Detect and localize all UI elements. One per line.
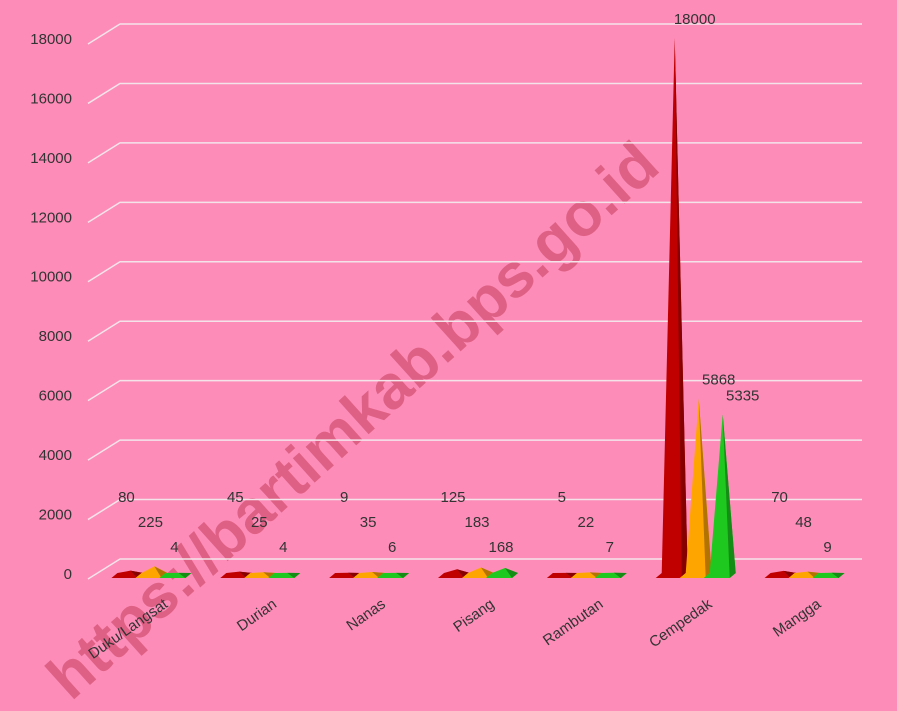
cone-face xyxy=(831,572,845,578)
data-label: 5335 xyxy=(726,387,759,404)
cone-face xyxy=(613,572,627,578)
grid-line xyxy=(87,23,862,45)
data-label: 125 xyxy=(440,489,465,506)
cone-face xyxy=(722,414,736,578)
y-tick-label: 4000 xyxy=(39,447,72,464)
data-label: 4 xyxy=(279,539,287,556)
cone xyxy=(679,398,712,578)
y-tick-label: 2000 xyxy=(39,507,72,524)
cone-face xyxy=(178,572,192,578)
data-label: 25 xyxy=(251,514,268,531)
cone xyxy=(703,414,736,578)
cone-face xyxy=(287,572,301,578)
cone-face xyxy=(807,571,821,578)
data-label: 9 xyxy=(823,539,831,556)
cone xyxy=(353,571,386,578)
y-tick-label: 14000 xyxy=(30,150,72,167)
data-label: 7 xyxy=(606,539,614,556)
data-label: 168 xyxy=(488,539,513,556)
data-label: 5 xyxy=(558,489,566,506)
cone-face xyxy=(396,572,410,578)
cone-face xyxy=(679,398,712,578)
cone-face xyxy=(589,572,603,578)
data-label: 225 xyxy=(138,514,163,531)
cone xyxy=(377,572,410,578)
grid-line xyxy=(87,320,862,342)
cone xyxy=(570,572,603,578)
y-tick-label: 18000 xyxy=(30,31,72,48)
cone-face xyxy=(703,414,736,578)
data-label: 4 xyxy=(170,539,178,556)
cone xyxy=(244,572,277,578)
cone-face xyxy=(783,570,797,578)
cone xyxy=(268,572,301,578)
y-tick-label: 8000 xyxy=(39,328,72,345)
cone xyxy=(159,572,192,578)
data-label: 183 xyxy=(464,514,489,531)
cone-face xyxy=(505,568,518,578)
cone xyxy=(220,571,253,578)
data-label: 80 xyxy=(118,489,135,506)
y-tick-label: 12000 xyxy=(30,209,72,226)
cone-face xyxy=(130,570,144,578)
cone-face xyxy=(655,38,688,578)
grid-line xyxy=(87,379,862,402)
cone xyxy=(438,569,470,578)
cone-face xyxy=(698,398,712,578)
cone-face xyxy=(674,38,688,578)
grid-line xyxy=(87,439,862,461)
cone xyxy=(655,38,688,578)
grid-line xyxy=(87,142,862,164)
data-label: 9 xyxy=(340,489,348,506)
cone xyxy=(812,572,845,578)
cone xyxy=(764,570,797,578)
grid-line xyxy=(87,261,862,283)
data-label: 6 xyxy=(388,539,396,556)
data-label: 22 xyxy=(578,514,595,531)
data-label: 5868 xyxy=(702,372,735,389)
cone-face xyxy=(239,571,253,578)
y-tick-label: 16000 xyxy=(30,90,72,107)
data-label: 18000 xyxy=(674,11,716,28)
cone xyxy=(788,571,821,578)
grid-line xyxy=(87,498,862,521)
data-label: 70 xyxy=(771,489,788,506)
cone xyxy=(486,568,518,578)
y-tick-label: 0 xyxy=(64,566,72,583)
grid-line xyxy=(87,558,862,580)
cone-face xyxy=(457,569,470,578)
data-label: 45 xyxy=(227,489,244,506)
y-tick-label: 6000 xyxy=(39,388,72,405)
grid-line xyxy=(87,82,862,105)
data-label: 35 xyxy=(360,514,377,531)
y-tick-label: 10000 xyxy=(30,269,72,286)
cone xyxy=(111,570,144,578)
cone-face xyxy=(263,572,277,578)
cone-face xyxy=(372,571,386,578)
data-label: 48 xyxy=(795,514,812,531)
grid-line xyxy=(87,201,862,223)
cone xyxy=(594,572,627,578)
